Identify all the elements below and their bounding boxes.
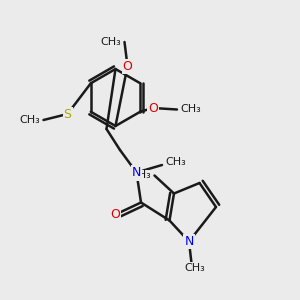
Text: CH₃: CH₃ xyxy=(165,157,186,167)
Text: N: N xyxy=(184,235,194,248)
Text: CH₃: CH₃ xyxy=(184,262,206,273)
Text: CH₃: CH₃ xyxy=(131,170,152,181)
Text: O: O xyxy=(111,208,120,221)
Text: CH₃: CH₃ xyxy=(180,104,201,115)
Text: N: N xyxy=(132,166,141,179)
Text: S: S xyxy=(64,107,71,121)
Text: O: O xyxy=(148,101,158,115)
Text: O: O xyxy=(123,59,132,73)
Text: CH₃: CH₃ xyxy=(20,115,40,125)
Text: CH₃: CH₃ xyxy=(101,37,122,47)
